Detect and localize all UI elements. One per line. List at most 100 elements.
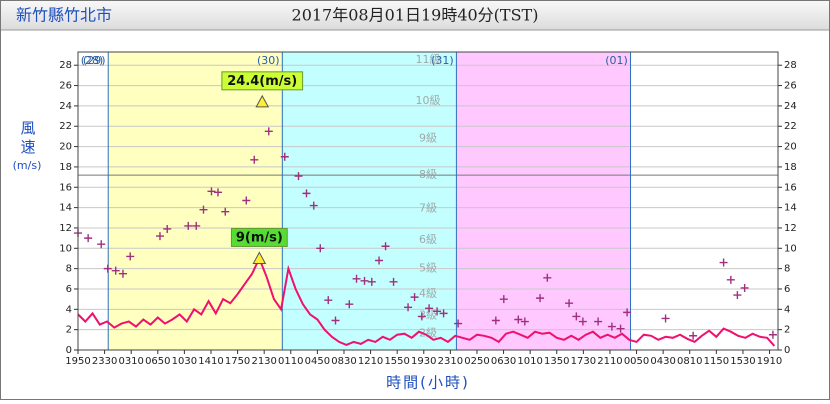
y-tick-label: 22	[59, 121, 72, 132]
level-label: 5級	[419, 262, 437, 275]
x-tick-label: 0450	[305, 356, 330, 367]
y-tick-label: 24	[59, 101, 72, 112]
gust-mark	[404, 303, 413, 312]
gust-mark	[331, 316, 340, 325]
gust-mark	[324, 296, 333, 305]
gust-mark	[250, 155, 259, 164]
day-label: (28)	[81, 54, 104, 67]
gust-mark	[623, 308, 632, 317]
x-tick-label: 2130	[251, 356, 276, 367]
gust-mark	[264, 127, 273, 136]
x-tick-label: 1730	[571, 356, 596, 367]
gust-mark	[607, 322, 616, 331]
gust-mark	[316, 244, 325, 253]
gust-mark	[367, 277, 376, 286]
gust-mark	[360, 276, 369, 285]
gust-mark	[184, 221, 193, 230]
gust-mark	[491, 316, 500, 325]
annotation-box	[221, 71, 304, 91]
gust-mark	[520, 317, 529, 326]
y2-tick-label: 2	[784, 325, 790, 336]
y2-tick-label: 28	[784, 60, 797, 71]
location: 新竹縣竹北市	[16, 6, 112, 25]
gust-mark	[242, 196, 251, 205]
gust-mark	[661, 314, 670, 323]
annotation-box	[230, 227, 288, 247]
y-tick-label: 20	[59, 142, 72, 153]
level-label: 9級	[419, 131, 437, 144]
x-tick-label: 0830	[331, 356, 356, 367]
y2-tick-label: 12	[784, 223, 797, 234]
x-tick-label: 0050	[624, 356, 649, 367]
gust-mark	[768, 330, 777, 339]
gust-mark	[425, 304, 434, 313]
gust-mark	[572, 312, 581, 321]
day-band	[78, 52, 109, 350]
y-tick-label: 0	[66, 345, 72, 356]
gust-mark	[155, 232, 164, 241]
gust-mark	[410, 293, 419, 302]
gust-mark	[207, 187, 216, 196]
gust-mark	[726, 275, 735, 284]
gust-mark	[84, 234, 93, 243]
x-tick-label: 1930	[411, 356, 436, 367]
y-tick-label: 26	[59, 81, 72, 92]
y2-tick-label: 16	[784, 182, 797, 193]
level-label: 6級	[419, 233, 437, 246]
header-bar	[1, 1, 829, 30]
x-tick-label: 0650	[145, 356, 170, 367]
gust-mark	[578, 317, 587, 326]
gust-mark	[214, 188, 222, 197]
gust-mark	[514, 315, 523, 324]
x-tick-label: 0250	[464, 356, 489, 367]
day-label: (31)	[431, 54, 454, 67]
day-band	[456, 52, 631, 350]
day-band	[108, 52, 283, 350]
y-tick-label: 12	[59, 223, 72, 234]
level-label: 8級	[419, 168, 437, 181]
y2-tick-label: 18	[784, 162, 797, 173]
y-tick-label: 4	[66, 304, 72, 315]
gust-mark	[719, 258, 728, 267]
day-label: (30)	[257, 54, 280, 67]
y2-tick-label: 6	[784, 284, 790, 295]
level-label: 3級	[419, 308, 437, 321]
x-tick-label: 2110	[597, 356, 622, 367]
y2-tick-label: 0	[784, 345, 790, 356]
gust-mark	[199, 205, 208, 214]
gust-mark	[302, 189, 311, 198]
y-tick-label: 2	[66, 325, 72, 336]
x-tick-label: 1350	[544, 356, 569, 367]
gust-mark	[417, 312, 426, 321]
x-tick-label: 1910	[757, 356, 782, 367]
gust-mark	[594, 317, 603, 326]
gust-mark	[103, 264, 112, 273]
y-axis-label: 風速	[19, 120, 37, 158]
y-tick-label: 14	[59, 203, 72, 214]
gust-mark	[733, 291, 742, 300]
y2-tick-label: 10	[784, 243, 797, 254]
level-label: 10級	[416, 94, 441, 107]
y2-tick-label: 26	[784, 81, 797, 92]
gust-mark	[192, 221, 201, 230]
y-tick-label: 28	[59, 60, 72, 71]
gust-mark	[352, 274, 361, 283]
gust-mark	[118, 269, 127, 278]
gust-mark	[221, 207, 230, 216]
day-label: (01)	[605, 54, 628, 67]
x-tick-label: 1150	[704, 356, 729, 367]
x-tick-label: 1530	[730, 356, 755, 367]
annotation-label: 24.4(m/s)	[227, 74, 297, 89]
gust-mark	[345, 300, 354, 309]
y-axis-unit: (m/s)	[13, 159, 42, 172]
gust-mark	[689, 331, 698, 340]
level-label: 2級	[419, 327, 437, 340]
y-tick-label: 6	[66, 284, 72, 295]
x-tick-label: 2330	[92, 356, 117, 367]
x-tick-label: 1010	[517, 356, 542, 367]
y-tick-label: 18	[59, 162, 72, 173]
x-tick-label: 2310	[438, 356, 463, 367]
gust-mark	[309, 201, 318, 210]
x-tick-label: 1030	[172, 356, 197, 367]
gust-mark	[616, 324, 625, 333]
